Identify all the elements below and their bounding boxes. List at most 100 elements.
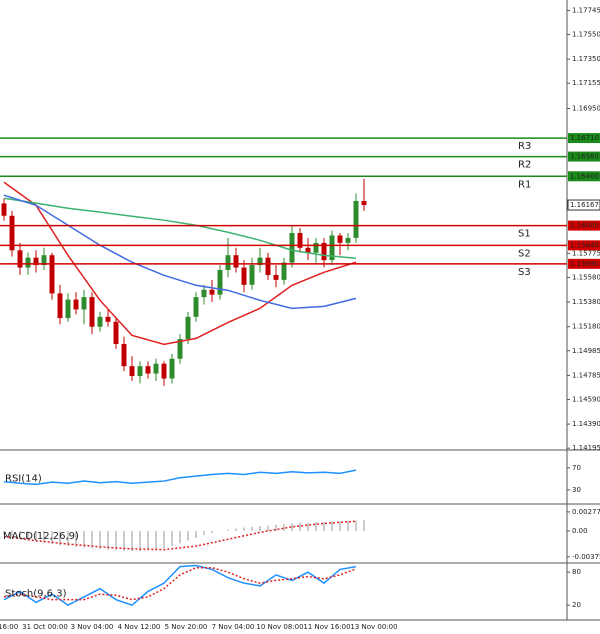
candle-body	[129, 366, 135, 377]
y-tick-label: 0.002772	[572, 508, 600, 516]
candle-body	[153, 363, 159, 374]
candle-body	[201, 289, 207, 298]
candle-body	[257, 257, 263, 266]
candle-body	[353, 200, 359, 238]
level-price-label: 1.15840	[570, 241, 599, 249]
y-tick-label: -0.003753	[572, 553, 600, 561]
x-tick-label: 16:00	[0, 623, 18, 631]
y-tick-label: 1.17350	[572, 55, 600, 63]
x-tick-label: 10 Nov 08:00	[256, 623, 303, 631]
y-tick-label: 20	[572, 601, 581, 609]
candle-body	[137, 366, 143, 377]
candle-body	[345, 237, 351, 243]
indicator-line	[3, 469, 357, 486]
candle-body	[17, 250, 23, 268]
candle-body	[249, 265, 255, 285]
y-tick-label: 1.14590	[572, 395, 600, 403]
y-tick-label: 1.15380	[572, 298, 600, 306]
candle-body	[225, 255, 231, 270]
y-tick-label: 1.14390	[572, 420, 600, 428]
x-tick-label: 4 Nov 12:00	[118, 623, 161, 631]
level-price-label: 1.16000	[570, 222, 599, 230]
candle-body	[281, 262, 287, 280]
x-tick-label: 5 Nov 20:00	[165, 623, 208, 631]
candle-body	[121, 343, 127, 367]
candle-body	[169, 358, 175, 379]
candle-body	[217, 270, 223, 295]
y-tick-label: 80	[572, 568, 581, 576]
level-name: S3	[518, 267, 531, 278]
y-tick-label: 1.17745	[572, 6, 600, 14]
candle-body	[233, 255, 239, 268]
level-name: S2	[518, 248, 531, 259]
level-price-box	[568, 258, 600, 269]
candle-body	[41, 255, 47, 266]
moving-average-line	[3, 181, 357, 346]
level-price-box	[568, 171, 600, 182]
panel-title: MACD(12,26,9)	[3, 531, 79, 542]
candle-body	[193, 297, 199, 317]
panel-title: Stoch(9,6,3)	[5, 589, 67, 600]
candle-body	[185, 316, 191, 340]
candle-body	[73, 299, 79, 310]
candle-body	[313, 242, 319, 253]
candle-body	[49, 255, 55, 294]
candle-body	[1, 203, 7, 216]
candle-body	[81, 297, 87, 310]
candle-body	[265, 257, 271, 275]
level-price-box	[568, 220, 600, 231]
level-price-label: 1.16400	[570, 172, 599, 180]
candle-body	[305, 247, 311, 253]
candle-body	[329, 235, 335, 261]
level-price-box	[568, 240, 600, 251]
y-tick-label: 70	[572, 464, 581, 472]
candle-body	[89, 297, 95, 327]
candle-body	[297, 233, 303, 248]
level-price-label: 1.16560	[570, 153, 599, 161]
y-tick-label: 1.17155	[572, 79, 600, 87]
candle-body	[337, 235, 343, 243]
candle-body	[209, 289, 215, 295]
candle-body	[57, 293, 63, 319]
candle-body	[321, 242, 327, 261]
signal-line	[3, 520, 357, 551]
level-price-label: 1.16710	[570, 134, 599, 142]
candle-body	[289, 233, 295, 263]
x-tick-label: 7 Nov 04:00	[212, 623, 255, 631]
level-price-box	[568, 133, 600, 144]
level-name: R2	[518, 160, 531, 171]
y-tick-label: 1.14195	[572, 444, 600, 452]
level-name: R3	[518, 141, 531, 152]
y-tick-label: 0.00	[572, 527, 588, 535]
x-tick-label: 3 Nov 04:00	[71, 623, 114, 631]
moving-average-line	[3, 194, 357, 310]
y-tick-label: 30	[572, 486, 581, 494]
y-tick-label: 1.14785	[572, 371, 600, 379]
y-tick-label: 1.17550	[572, 31, 600, 39]
panel-title: RSI(14)	[5, 474, 42, 485]
y-tick-label: 1.14985	[572, 347, 600, 355]
candle-body	[177, 339, 183, 359]
candle-body	[161, 363, 167, 379]
candle-body	[9, 215, 15, 251]
last-price-label: 1.16167	[570, 201, 599, 209]
candle-body	[145, 366, 151, 374]
indicator-line	[3, 564, 357, 607]
candle-body	[65, 299, 71, 319]
level-price-label: 1.15690	[570, 260, 599, 268]
y-tick-label: 1.15775	[572, 249, 600, 257]
last-price-box	[567, 199, 600, 211]
candle-body	[97, 316, 103, 327]
x-tick-label: 13 Nov 00:00	[350, 623, 397, 631]
candle-body	[25, 257, 31, 268]
candle-body	[241, 267, 247, 285]
indicator-line	[3, 567, 357, 601]
moving-average-line	[3, 197, 357, 260]
candle-body	[105, 316, 111, 322]
candle-body	[113, 321, 119, 344]
y-tick-label: 1.15180	[572, 323, 600, 331]
candle-body	[361, 200, 367, 206]
y-tick-label: 1.16950	[572, 104, 600, 112]
x-tick-label: 11 Nov 16:00	[303, 623, 350, 631]
